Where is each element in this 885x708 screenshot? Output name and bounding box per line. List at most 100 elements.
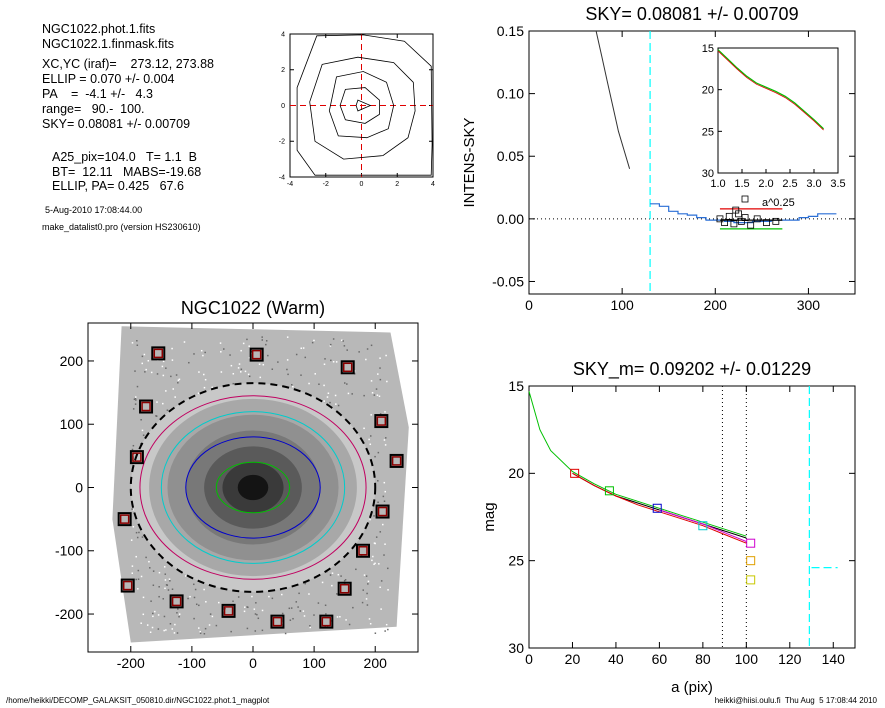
image-noise-pixel: [223, 610, 225, 612]
image-noise-pixel: [377, 480, 379, 482]
sky-box-inner: [223, 606, 234, 616]
image-noise-pixel: [375, 388, 378, 390]
sky-box-outer: [270, 614, 285, 629]
image-noise-pixel: [199, 630, 201, 633]
plot-frame: [528, 30, 856, 295]
image-noise-pixel: [378, 395, 381, 398]
image-noise-pixel: [140, 622, 142, 624]
sky-y-axis-label: INTENS-SKY: [461, 117, 478, 207]
image-noise-pixel: [131, 565, 134, 567]
image-noise-pixel: [384, 630, 386, 632]
magnitude-plot: 0 20 40 60 80 100 120 140 15 20 25 30 SKY_m= 0.09202…: [481, 359, 856, 696]
image-noise-pixel: [384, 411, 386, 413]
info-program: make_datalist0.pro (version HS230610): [42, 222, 201, 232]
image-noise-pixel: [229, 354, 231, 356]
y-tick-label: 0.00: [497, 211, 524, 227]
image-noise-pixel: [371, 392, 374, 394]
image-noise-pixel: [198, 604, 200, 607]
image-noise-pixel: [358, 351, 360, 353]
image-noise-pixel: [199, 632, 202, 635]
y-tick-label: 0: [75, 479, 83, 495]
image-noise-pixel: [232, 600, 234, 603]
y-tick-label: 0: [281, 103, 285, 110]
contour-line: [339, 87, 380, 124]
image-noise-pixel: [261, 336, 263, 338]
image-noise-pixel: [261, 609, 264, 612]
image-noise-pixel: [370, 344, 373, 347]
image-noise-pixel: [387, 589, 389, 591]
image-noise-pixel: [374, 632, 377, 634]
image-noise-pixel: [332, 338, 335, 340]
contour-plot: -4 -2 0 2 4 -4 -2 0 2 4: [279, 31, 435, 188]
sky-box-inner: [358, 546, 368, 556]
image-noise-pixel: [230, 364, 233, 367]
inset-y-tick-label: 15: [702, 43, 714, 55]
image-noise-pixel: [286, 368, 288, 371]
image-noise-pixel: [336, 593, 338, 595]
x-tick-label: 100: [735, 651, 759, 667]
image-noise-pixel: [193, 596, 196, 599]
image-noise-pixel: [369, 622, 372, 625]
image-noise-pixel: [329, 343, 332, 346]
image-noise-pixel: [379, 378, 382, 381]
image-noise-pixel: [367, 583, 369, 585]
sky-box-outer: [337, 581, 352, 596]
image-noise-pixel: [147, 360, 150, 362]
image-noise-pixel: [329, 401, 331, 404]
image-noise-pixel: [345, 619, 347, 621]
image-noise-pixel: [289, 619, 292, 621]
image-noise-pixel: [193, 583, 195, 586]
image-noise-pixel: [313, 614, 315, 616]
image-noise-pixel: [161, 365, 164, 368]
image-noise-pixel: [158, 595, 160, 598]
image-noise-pixel: [151, 626, 154, 629]
x-tick-label: 4: [431, 181, 435, 188]
x-tick-label: 0: [525, 651, 533, 667]
image-noise-pixel: [379, 531, 382, 533]
image-noise-pixel: [208, 624, 211, 626]
image-noise-pixel: [377, 451, 380, 454]
image-noise-pixel: [240, 349, 242, 352]
image-noise-pixel: [143, 353, 146, 356]
image-noise-pixel: [204, 351, 206, 354]
image-noise-pixel: [361, 601, 364, 604]
sky-box-outer: [129, 450, 144, 465]
inset-y-tick-label: 30: [702, 168, 714, 180]
sky-box-marker: [721, 219, 728, 227]
image-noise-pixel: [362, 589, 364, 591]
image-noise-pixel: [286, 359, 289, 361]
image-noise-pixel: [378, 563, 380, 565]
image-noise-pixel: [327, 392, 330, 395]
image-noise-pixel: [164, 579, 167, 581]
image-noise-pixel: [146, 624, 149, 626]
image-noise-pixel: [178, 378, 181, 381]
image-noise-pixel: [205, 601, 207, 603]
image-noise-pixel: [331, 584, 333, 587]
image-noise-pixel: [167, 589, 170, 591]
image-noise-pixel: [302, 347, 305, 349]
inset-x-tick-label: 1.0: [710, 178, 725, 190]
sky-plot-title: SKY= 0.08081 +/- 0.00709: [585, 4, 798, 24]
isophote-ellipse: [215, 461, 291, 514]
image-noise-pixel: [331, 572, 334, 574]
image-noise-pixel: [254, 630, 257, 632]
image-noise-pixel: [189, 595, 191, 598]
image-noise-pixel: [164, 573, 167, 575]
image-noise-pixel: [163, 629, 165, 632]
sky-box-inner: [251, 349, 262, 360]
mag-profile-line: [659, 509, 747, 542]
image-noise-pixel: [385, 354, 387, 357]
image-noise-pixel: [176, 612, 178, 614]
image-noise-pixel: [323, 384, 325, 387]
x-tick-label: 100: [302, 655, 326, 671]
image-noise-pixel: [135, 531, 138, 534]
image-noise-pixel: [135, 578, 137, 581]
image-noise-pixel: [311, 341, 314, 344]
image-noise-pixel: [336, 616, 339, 618]
image-noise-pixel: [382, 523, 384, 526]
image-noise-pixel: [374, 562, 376, 565]
intensity-profile: [595, 30, 631, 169]
sky-box-inner: [153, 348, 164, 359]
image-noise-pixel: [243, 606, 246, 608]
image-noise-pixel: [131, 342, 134, 344]
